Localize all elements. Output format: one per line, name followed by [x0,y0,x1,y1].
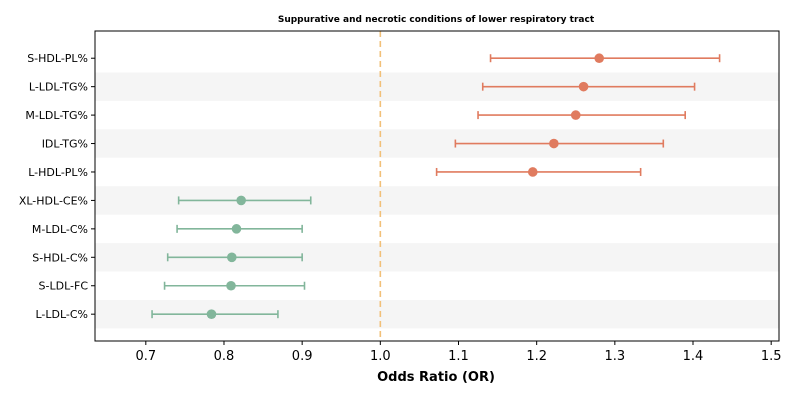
or-point [236,195,246,206]
chart-title: Suppurative and necrotic conditions of l… [278,15,595,25]
x-tick-label: 0.8 [214,349,235,364]
x-tick-label: 1.3 [604,349,625,364]
category-label: S-HDL-PL% [27,52,88,65]
category-label: S-HDL-C% [32,251,88,264]
category-label: L-HDL-PL% [28,166,88,179]
category-labels: S-HDL-PL% L-LDL-TG% M-LDL-TG% IDL-TG% L-HDL-… [19,52,95,321]
or-point [226,280,236,291]
category-label: XL-HDL-CE% [19,194,88,207]
x-tick-label: 1.1 [448,349,469,364]
or-point [227,252,237,263]
or-point [527,167,538,177]
plot-frame [94,30,780,342]
category-label: L-LDL-C% [35,308,88,321]
category-label: L-LDL-TG% [29,81,88,94]
x-tick-label: 1.4 [683,349,704,364]
category-label: S-LDL-FC [39,280,89,293]
plot-marks [151,53,721,319]
x-tick-label: 0.7 [135,349,156,364]
x-axis-ticks: 0.7 0.8 0.9 1.0 1.1 1.2 1.3 1.4 1.5 [135,341,782,364]
x-tick-label: 1.5 [761,349,782,364]
or-point [594,53,605,64]
category-label: M-LDL-C% [32,223,88,236]
category-label: IDL-TG% [42,138,88,151]
or-point [570,110,581,120]
or-point [206,309,217,319]
or-point [549,138,559,149]
or-point [578,81,589,92]
x-tick-label: 1.2 [526,349,547,364]
row-band [95,129,779,158]
x-tick-label: 1.0 [370,349,391,364]
category-label: M-LDL-TG% [25,109,88,122]
x-axis-label: Odds Ratio (OR) [377,370,495,385]
or-point [231,224,242,234]
x-tick-label: 0.9 [292,349,313,364]
